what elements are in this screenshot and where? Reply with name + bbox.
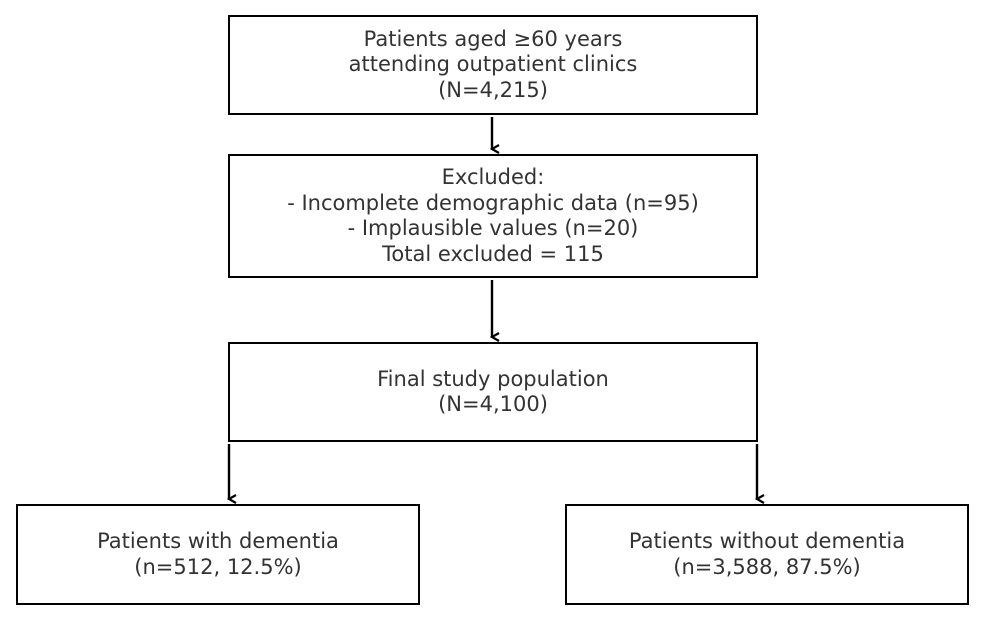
- screened-count: (N=4,215): [438, 77, 548, 102]
- excluded-reason-implausible: - Implausible values (n=20): [347, 216, 639, 240]
- no-dementia-group-box: Patients without dementia (n=3,588, 87.5…: [565, 504, 969, 605]
- no-dementia-group-count: (n=3,588, 87.5%): [673, 554, 861, 579]
- screened-population-box: Patients aged ≥60 years attending outpat…: [228, 15, 758, 115]
- screened-line-1: Patients aged ≥60 years: [363, 26, 623, 51]
- dementia-group-label: Patients with dementia: [97, 529, 339, 553]
- dementia-group-box: Patients with dementia (n=512, 12.5%): [16, 504, 420, 605]
- final-population-label: Final study population: [377, 366, 609, 391]
- no-dementia-group-label: Patients without dementia: [628, 529, 906, 553]
- screened-line-2: attending outpatient clinics: [348, 52, 638, 77]
- excluded-reason-incomplete: - Incomplete demographic data (n=95): [287, 190, 699, 215]
- final-population-count: (N=4,100): [438, 392, 548, 416]
- excluded-total: Total excluded = 115: [382, 241, 604, 266]
- excluded-box: Excluded: - Incomplete demographic data …: [228, 154, 758, 278]
- dementia-group-count: (n=512, 12.5%): [134, 554, 302, 579]
- excluded-heading: Excluded:: [441, 165, 545, 189]
- final-population-box: Final study population (N=4,100): [228, 342, 758, 442]
